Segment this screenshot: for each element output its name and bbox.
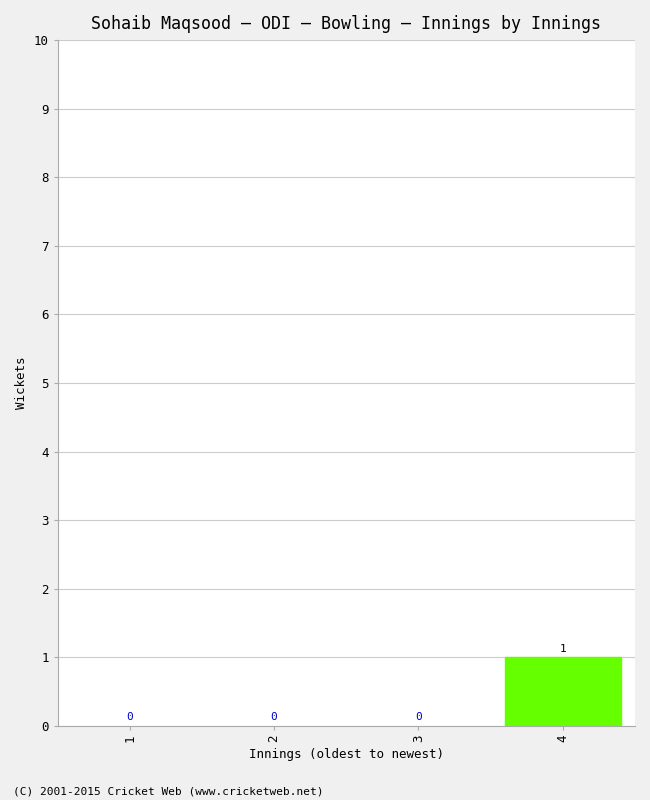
Text: 0: 0 bbox=[126, 713, 133, 722]
Text: 0: 0 bbox=[271, 713, 278, 722]
Title: Sohaib Maqsood – ODI – Bowling – Innings by Innings: Sohaib Maqsood – ODI – Bowling – Innings… bbox=[91, 15, 601, 33]
Text: (C) 2001-2015 Cricket Web (www.cricketweb.net): (C) 2001-2015 Cricket Web (www.cricketwe… bbox=[13, 786, 324, 796]
Text: 1: 1 bbox=[560, 644, 566, 654]
X-axis label: Innings (oldest to newest): Innings (oldest to newest) bbox=[249, 748, 444, 761]
Y-axis label: Wickets: Wickets bbox=[15, 357, 28, 410]
Text: 0: 0 bbox=[415, 713, 422, 722]
Bar bbox=[505, 658, 621, 726]
